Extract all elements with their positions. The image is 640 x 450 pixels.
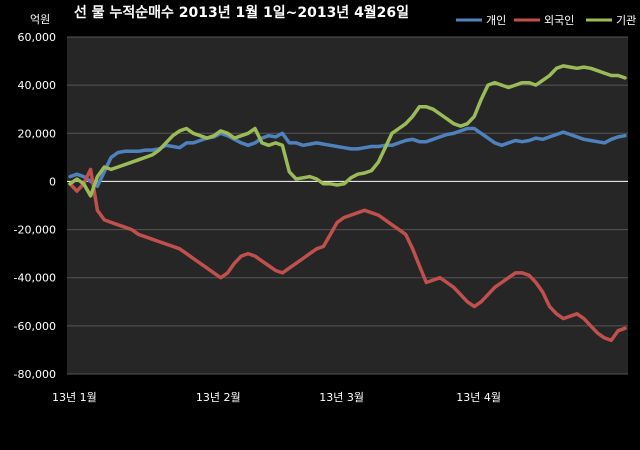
x-axis-ticks: 13년 1월 13년 2월 13년 3월 13년 4월 [52,391,501,404]
chart-title: 선 물 누적순매수 2013년 1월 1일~2013년 4월26일 [74,4,409,21]
legend-label: 외국인 [544,14,574,27]
x-tick-label: 13년 3월 [319,391,364,404]
plot-area [67,37,628,374]
y-axis-ticks: 60,000 40,000 20,000 0 -20,000 -40,000 -60,000… [14,31,56,381]
y-tick-label: 60,000 [18,31,57,44]
series-lines [68,64,627,343]
legend-label: 개인 [486,14,506,27]
y-tick-label: -20,000 [14,224,56,237]
y-tick-label: 0 [49,175,56,188]
legend: 개인 외국인 기관 [456,14,636,27]
x-tick-label: 13년 1월 [52,391,97,404]
unit-label: 억원 [30,13,50,26]
y-tick-label: 20,000 [18,127,57,140]
grid-lines [67,36,628,375]
x-tick-label: 13년 4월 [456,391,501,404]
y-tick-label: -60,000 [14,320,56,333]
series-line-외국인 [68,167,627,343]
y-tick-label: -80,000 [14,368,56,381]
y-tick-label: 40,000 [18,79,57,92]
series-line-기관 [68,64,627,198]
y-tick-label: -40,000 [14,272,56,285]
legend-label: 기관 [616,14,636,27]
x-tick-label: 13년 2월 [196,391,241,404]
